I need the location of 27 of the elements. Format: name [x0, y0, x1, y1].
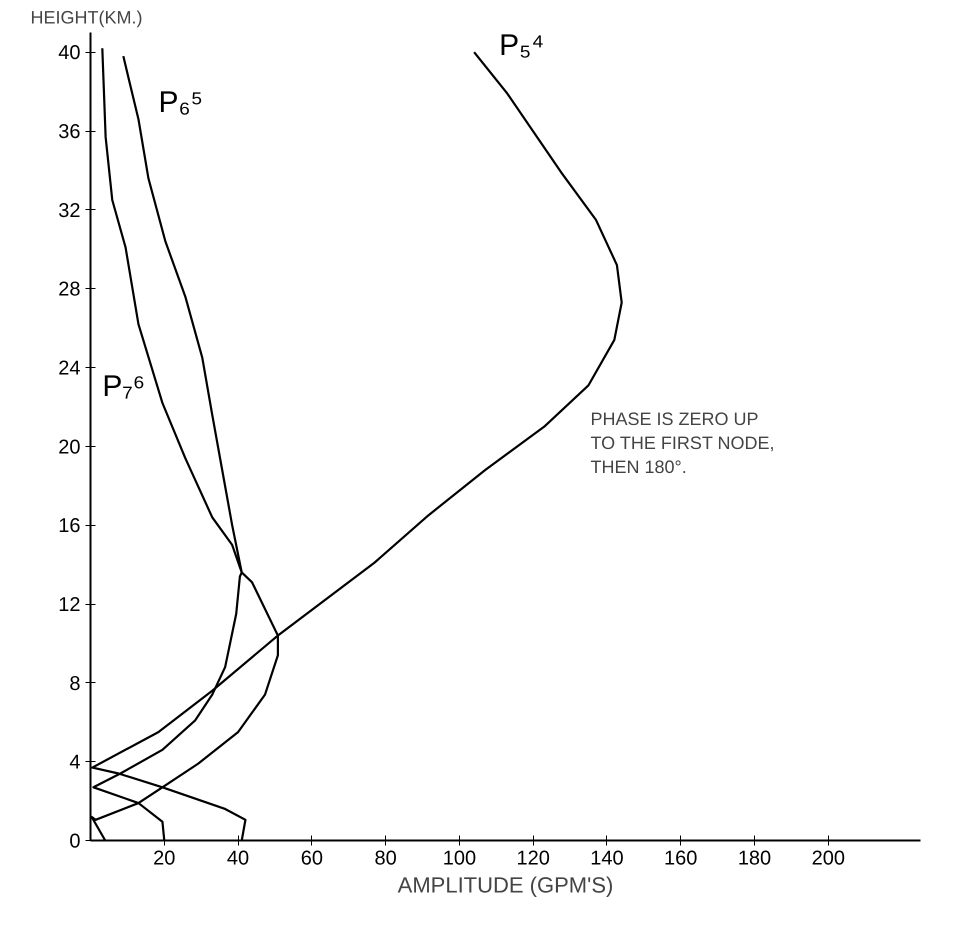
- series-label: P₆⁵: [158, 86, 203, 120]
- y-axis-title: HEIGHT(KM.): [30, 8, 142, 28]
- y-tick-label: 12: [58, 594, 81, 616]
- y-tick-label: 36: [58, 121, 81, 144]
- x-axis-title: AMPLITUDE (GPM'S): [398, 872, 614, 898]
- x-tick-label: 160: [664, 848, 698, 870]
- x-tick-label: 80: [374, 848, 397, 870]
- y-tick-label: 24: [58, 358, 81, 380]
- x-tick-label: 60: [300, 848, 323, 870]
- y-tick-label: 16: [58, 515, 81, 538]
- series-label: P₅⁴: [499, 29, 544, 62]
- x-tick-label: 120: [516, 848, 550, 870]
- y-tick-label: 32: [58, 200, 81, 222]
- y-tick-label: 0: [69, 830, 80, 852]
- y-tick-label: 40: [58, 42, 81, 64]
- y-tick-label: 4: [69, 752, 80, 774]
- x-tick-label: 180: [738, 848, 772, 870]
- x-tick-label: 200: [812, 848, 845, 870]
- annotation: PHASE IS ZERO UP TO THE FIRST NODE, THEN 180°.: [590, 408, 775, 477]
- y-tick-label: 28: [58, 278, 81, 301]
- series-label: P₇⁶: [102, 370, 146, 403]
- y-tick-label: 8: [69, 672, 80, 695]
- x-tick-label: 20: [153, 848, 176, 870]
- x-tick-label: 100: [442, 848, 476, 870]
- y-tick-label: 20: [58, 436, 81, 458]
- x-tick-label: 140: [590, 848, 624, 870]
- x-tick-label: 40: [226, 848, 250, 870]
